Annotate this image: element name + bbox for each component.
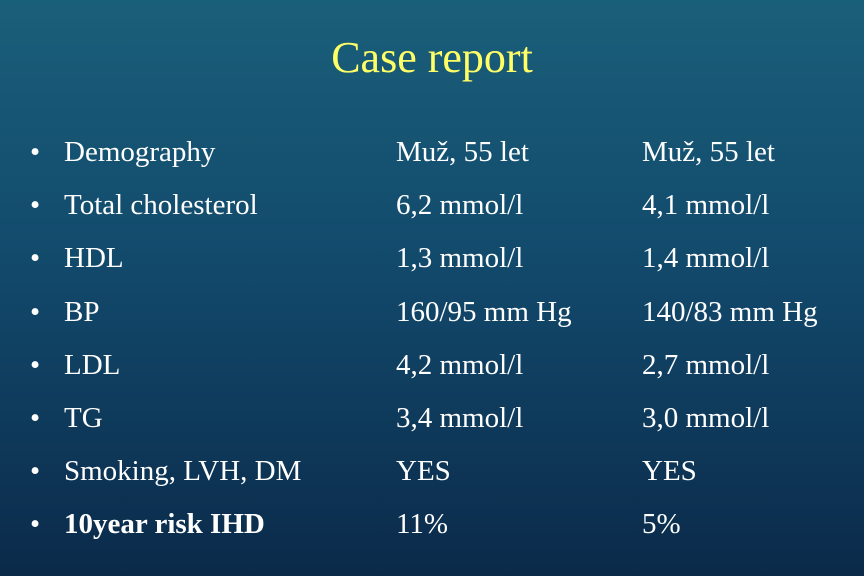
row: • TG 3,4 mmol/l 3,0 mmol/l bbox=[0, 402, 864, 455]
title: Case report bbox=[331, 33, 533, 82]
row-value: 2,7 mmol/l bbox=[642, 348, 770, 381]
row-value: Muž, 55 let bbox=[396, 136, 529, 168]
row-value: 160/95 mm Hg bbox=[396, 295, 572, 328]
row-value: YES bbox=[642, 455, 697, 488]
row: • HDL 1,3 mmol/l 1,4 mmol/l bbox=[0, 242, 864, 295]
row: • Total cholesterol 6,2 mmol/l 4,1 mmol/l bbox=[0, 189, 864, 242]
row-value: 11% bbox=[396, 508, 449, 541]
row-label: LDL bbox=[64, 348, 121, 381]
row-label: BP bbox=[64, 295, 100, 328]
row-value: 140/83 mm Hg bbox=[642, 295, 818, 328]
row: • 10year risk IHD 11% 5% bbox=[0, 508, 864, 561]
bullet: • bbox=[30, 136, 41, 168]
row-label: Total cholesterol bbox=[64, 189, 258, 222]
row: • Smoking, LVH, DM YES YES bbox=[0, 455, 864, 508]
row-value: 4,2 mmol/l bbox=[396, 348, 524, 381]
bullet: • bbox=[30, 189, 41, 222]
bullet: • bbox=[30, 348, 41, 381]
row-value: 3,4 mmol/l bbox=[396, 402, 524, 434]
row-value: 3,0 mmol/l bbox=[642, 402, 770, 434]
row: • LDL 4,2 mmol/l 2,7 mmol/l bbox=[0, 349, 864, 402]
row-value: 1,4 mmol/l bbox=[642, 242, 770, 275]
bullet: • bbox=[30, 455, 41, 488]
row-label: TG bbox=[64, 402, 103, 434]
bullet: • bbox=[30, 295, 41, 328]
row-value: 4,1 mmol/l bbox=[642, 189, 770, 222]
row: • Demography Muž, 55 let Muž, 55 let bbox=[0, 136, 864, 189]
row-value: YES bbox=[396, 455, 451, 488]
bullet: • bbox=[30, 402, 41, 434]
row-value: 1,3 mmol/l bbox=[396, 242, 524, 275]
row-label: Demography bbox=[64, 136, 216, 168]
row-value: Muž, 55 let bbox=[642, 136, 775, 168]
bullet: • bbox=[30, 508, 41, 541]
row-label: HDL bbox=[64, 242, 124, 275]
row-value: 5% bbox=[642, 508, 681, 541]
row-label: 10year risk IHD bbox=[64, 508, 265, 541]
row-value: 6,2 mmol/l bbox=[396, 189, 524, 222]
row-label: Smoking, LVH, DM bbox=[64, 455, 302, 488]
bullet: • bbox=[30, 242, 41, 275]
row: • BP 160/95 mm Hg 140/83 mm Hg bbox=[0, 296, 864, 349]
